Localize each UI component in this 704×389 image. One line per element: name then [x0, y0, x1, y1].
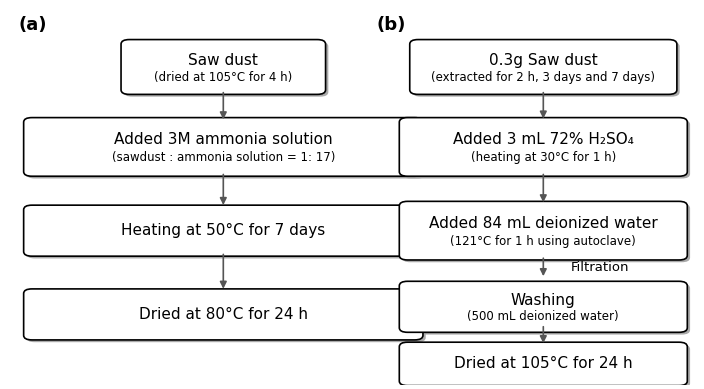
Text: Washing: Washing	[511, 293, 576, 308]
FancyBboxPatch shape	[24, 289, 423, 340]
FancyBboxPatch shape	[27, 291, 426, 342]
Text: (extracted for 2 h, 3 days and 7 days): (extracted for 2 h, 3 days and 7 days)	[432, 70, 655, 84]
Text: (heating at 30°C for 1 h): (heating at 30°C for 1 h)	[471, 151, 616, 164]
Text: Dried at 105°C for 24 h: Dried at 105°C for 24 h	[454, 356, 633, 371]
Text: Added 3 mL 72% H₂SO₄: Added 3 mL 72% H₂SO₄	[453, 132, 634, 147]
FancyBboxPatch shape	[402, 345, 690, 388]
FancyBboxPatch shape	[124, 42, 328, 97]
Text: Added 84 mL deionized water: Added 84 mL deionized water	[429, 216, 658, 231]
Text: Added 3M ammonia solution: Added 3M ammonia solution	[114, 132, 332, 147]
Text: Heating at 50°C for 7 days: Heating at 50°C for 7 days	[121, 223, 325, 238]
Text: (b): (b)	[377, 16, 406, 33]
FancyBboxPatch shape	[402, 284, 690, 335]
FancyBboxPatch shape	[402, 203, 690, 262]
FancyBboxPatch shape	[402, 120, 690, 179]
Text: (sawdust : ammonia solution = 1: 17): (sawdust : ammonia solution = 1: 17)	[112, 151, 335, 164]
FancyBboxPatch shape	[27, 120, 426, 179]
Text: (a): (a)	[18, 16, 46, 33]
FancyBboxPatch shape	[27, 207, 426, 258]
FancyBboxPatch shape	[399, 202, 687, 260]
FancyBboxPatch shape	[24, 117, 423, 176]
FancyBboxPatch shape	[413, 42, 679, 97]
FancyBboxPatch shape	[399, 342, 687, 385]
Text: Dried at 80°C for 24 h: Dried at 80°C for 24 h	[139, 307, 308, 322]
Text: (500 mL deionized water): (500 mL deionized water)	[467, 310, 619, 322]
Text: (121°C for 1 h using autoclave): (121°C for 1 h using autoclave)	[451, 235, 636, 248]
FancyBboxPatch shape	[399, 117, 687, 176]
Text: (dried at 105°C for 4 h): (dried at 105°C for 4 h)	[154, 70, 292, 84]
FancyBboxPatch shape	[399, 281, 687, 332]
FancyBboxPatch shape	[410, 40, 677, 95]
Text: Filtration: Filtration	[571, 261, 629, 274]
FancyBboxPatch shape	[24, 205, 423, 256]
Text: Saw dust: Saw dust	[189, 53, 258, 68]
FancyBboxPatch shape	[121, 40, 325, 95]
Text: 0.3g Saw dust: 0.3g Saw dust	[489, 53, 598, 68]
